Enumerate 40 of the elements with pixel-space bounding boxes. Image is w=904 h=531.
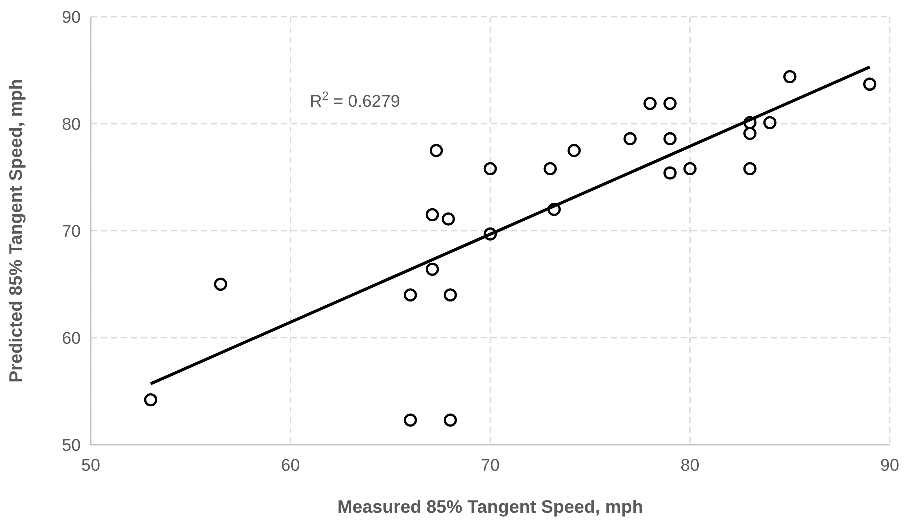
y-tick-label: 50 — [62, 436, 81, 455]
y-tick-label: 70 — [62, 222, 81, 241]
x-axis-title: Measured 85% Tangent Speed, mph — [338, 497, 644, 517]
point — [426, 208, 440, 222]
point — [624, 132, 637, 146]
point — [544, 162, 558, 176]
point — [444, 414, 458, 427]
point — [784, 70, 797, 84]
point — [484, 228, 498, 241]
y-tick-label: 60 — [62, 329, 81, 348]
point — [744, 116, 757, 130]
point — [644, 97, 657, 110]
point — [863, 78, 877, 92]
point — [684, 162, 697, 176]
point — [404, 288, 418, 302]
x-tick-label: 60 — [281, 456, 300, 475]
y-tick-label: 80 — [62, 115, 81, 134]
point — [568, 144, 581, 158]
x-tick-label: 70 — [481, 456, 500, 475]
point — [444, 288, 458, 302]
point — [548, 203, 562, 216]
point — [664, 97, 677, 110]
point — [484, 162, 498, 176]
annotation: R$^{2}$ = 0.6279 — [310, 89, 400, 111]
point — [664, 166, 677, 180]
point — [744, 127, 757, 140]
point — [442, 212, 456, 226]
point — [664, 132, 677, 146]
point — [426, 262, 440, 276]
point — [404, 414, 418, 427]
point — [214, 278, 228, 292]
x-tick-label: 80 — [680, 456, 700, 475]
x-tick-label: 50 — [82, 456, 100, 475]
x-tick-label: 90 — [880, 456, 900, 475]
y-tick-label: 90 — [62, 8, 81, 27]
point — [764, 116, 777, 130]
y-axis-title: Predicted 85% Tangent Speed, mph — [6, 79, 26, 383]
point — [430, 144, 444, 158]
point — [744, 162, 757, 176]
point — [144, 393, 158, 407]
